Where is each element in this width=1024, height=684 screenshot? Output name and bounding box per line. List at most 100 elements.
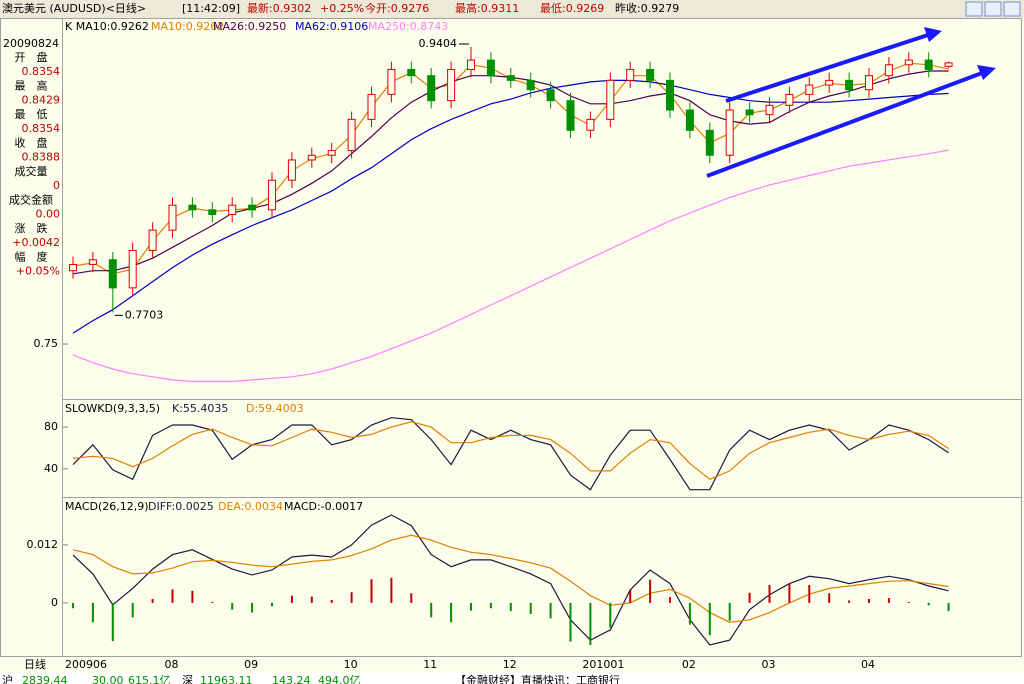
info-value: +0.0042	[12, 236, 60, 249]
status-item: 494.0亿	[318, 674, 361, 684]
macd-bar	[211, 601, 214, 603]
candle-body	[825, 79, 834, 86]
macd-bar	[390, 577, 393, 603]
candle-body	[606, 79, 615, 120]
macd-bar	[290, 595, 293, 603]
header-quote: 今开:0.9276	[365, 1, 429, 15]
series-line	[72, 417, 949, 491]
candle-body	[725, 109, 734, 156]
info-label: 涨 跌	[15, 221, 48, 235]
macd-bar	[91, 602, 94, 623]
candle-body	[108, 259, 117, 289]
info-label: 幅 度	[15, 250, 48, 264]
candle-body	[646, 68, 655, 81]
legend-entry: D:59.4003	[246, 402, 304, 415]
candle-body	[148, 229, 157, 251]
candle-body	[248, 204, 257, 211]
candle-body	[884, 64, 893, 77]
candle-label: K MA10:0.9262	[65, 20, 149, 33]
status-item: 2839.44	[22, 674, 68, 684]
macd-bar	[350, 592, 353, 603]
trend-line	[706, 71, 983, 178]
window-buttons[interactable]	[965, 1, 1021, 17]
x-tick-label: 10	[344, 658, 358, 671]
header-quote: 最低:0.9269	[540, 2, 604, 15]
macd-bar	[629, 589, 632, 603]
candle-body	[168, 204, 177, 231]
candle-body	[765, 104, 774, 116]
info-value: 0.00	[36, 208, 61, 221]
info-value: +0.05%	[16, 265, 60, 278]
candle-body	[546, 89, 555, 102]
candle-body	[427, 75, 436, 102]
series-line	[72, 534, 949, 623]
macd-bar	[728, 602, 731, 621]
macd-bar	[131, 602, 134, 618]
macd-bar	[947, 602, 950, 612]
candle-body	[805, 84, 814, 95]
status-item: 143.24	[272, 674, 311, 684]
macd-bar	[848, 600, 851, 603]
legend-entry: MACD:-0.0017	[284, 500, 363, 513]
x-tick-label: 11	[423, 658, 437, 671]
macd-bar	[72, 602, 74, 609]
candle-body	[387, 68, 396, 95]
macd-bar	[708, 602, 711, 636]
macd-bar	[669, 597, 671, 603]
macd-bar	[489, 602, 492, 609]
y-tick-label: 80	[44, 420, 58, 433]
panel-title: SLOWKD(9,3,3,5)	[65, 402, 160, 415]
button-forward[interactable]	[984, 1, 1002, 17]
status-item: 615.1亿	[128, 674, 171, 684]
macd-bar	[310, 596, 313, 603]
macd-bar	[688, 602, 691, 625]
status-item: 【金融财经】直播快讯：工商银行	[455, 673, 620, 684]
y-tick-label: 40	[44, 462, 58, 475]
macd-bar	[191, 590, 194, 603]
macd-bar	[569, 602, 572, 642]
candle-body	[467, 59, 475, 70]
macd-bar	[768, 585, 771, 603]
macd-bar	[748, 592, 751, 603]
header-quote: 最高:0.9311	[455, 1, 519, 15]
macd-bar	[907, 601, 910, 603]
header-quote: +0.25%	[320, 2, 364, 15]
candle-body	[506, 75, 515, 81]
legend-entry: MA10:0.9262	[151, 20, 224, 33]
macd-bar	[151, 599, 154, 603]
macd-bar	[430, 602, 433, 618]
header-title: 澳元美元 (AUDUSD)<日线>	[2, 1, 146, 15]
macd-bar	[171, 589, 174, 603]
x-tick-label: 09	[244, 658, 258, 671]
legend-entry: MA250:0.8743	[368, 20, 448, 33]
macd-bar	[868, 599, 870, 603]
macd-bar	[529, 602, 532, 615]
status-item: 深	[182, 674, 193, 684]
series-line	[72, 421, 949, 480]
macd-bar	[271, 602, 273, 607]
macd-bar	[649, 579, 652, 603]
info-date: 20090824	[3, 37, 59, 50]
button-menu[interactable]	[1003, 1, 1021, 17]
candle-body	[347, 118, 356, 152]
legend-entry: MA26:0.9250	[213, 20, 286, 33]
macd-bar	[509, 602, 512, 612]
y-tick-label: 0.75	[34, 337, 59, 350]
macd-panel	[62, 497, 1022, 657]
macd-bar	[549, 602, 552, 619]
candle-body	[447, 68, 456, 102]
candle-body	[128, 249, 137, 289]
candle-body	[307, 154, 316, 161]
macd-bar	[589, 602, 592, 645]
status-item: 30.00	[92, 674, 124, 684]
header-bar	[0, 0, 1024, 18]
candle-body	[526, 79, 535, 91]
macd-bar	[808, 585, 811, 603]
macd-bar	[927, 602, 930, 606]
info-value: 0	[53, 179, 60, 192]
panel-title: MACD(26,12,9)	[65, 500, 149, 513]
candle-body	[327, 150, 336, 156]
button-back[interactable]	[965, 1, 983, 17]
candle-body	[924, 59, 933, 70]
